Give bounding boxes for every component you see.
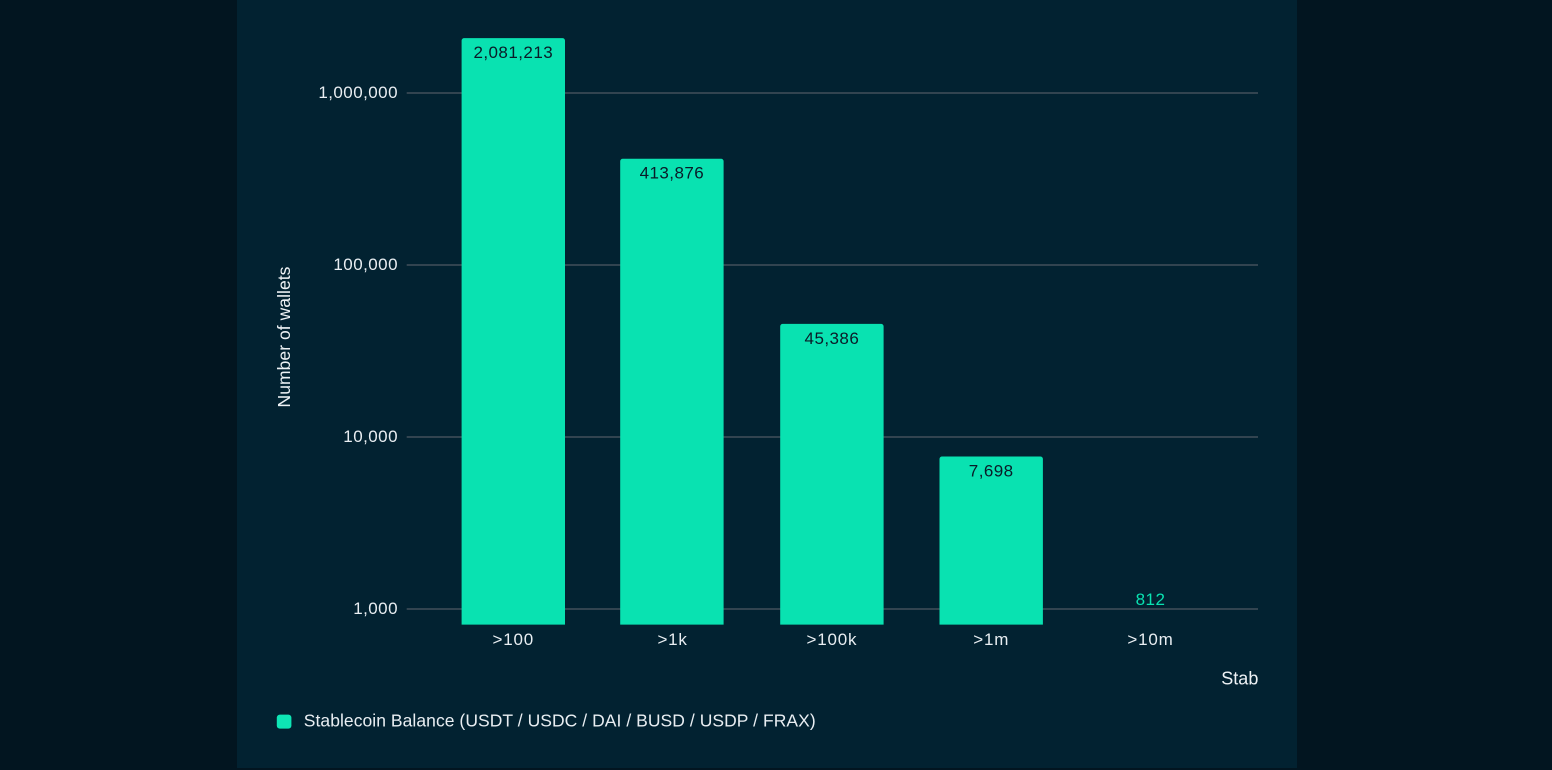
svg-text:100,000: 100,000: [333, 255, 398, 274]
svg-text:>10m: >10m: [1127, 630, 1173, 649]
svg-text:Number of wallets: Number of wallets: [274, 266, 294, 407]
svg-text:2,081,213: 2,081,213: [473, 43, 553, 62]
svg-text:>1m: >1m: [973, 630, 1009, 649]
svg-text:>1k: >1k: [657, 630, 687, 649]
svg-text:>100k: >100k: [807, 630, 858, 649]
svg-text:1,000: 1,000: [353, 599, 398, 618]
svg-text:Stablecoin Balance (USDT / USD: Stablecoin Balance (USDT / USDC / DAI / …: [304, 710, 816, 730]
svg-text:1,000,000: 1,000,000: [318, 83, 398, 102]
svg-text:Stab: Stab: [1221, 669, 1258, 689]
svg-text:45,386: 45,386: [805, 329, 860, 348]
svg-text:413,876: 413,876: [640, 164, 705, 183]
svg-text:7,698: 7,698: [969, 461, 1014, 480]
svg-text:812: 812: [1136, 590, 1166, 609]
svg-text:10,000: 10,000: [343, 427, 398, 446]
svg-text:>100: >100: [493, 630, 535, 649]
